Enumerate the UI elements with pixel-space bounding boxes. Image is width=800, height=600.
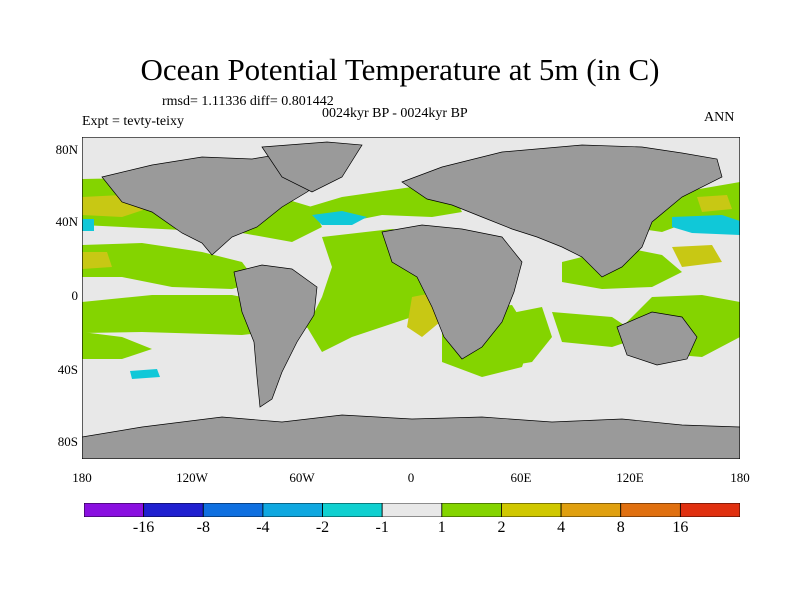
season-label: ANN bbox=[704, 110, 735, 125]
lon-label-60e: 60E bbox=[510, 470, 532, 485]
colorbar-swatch bbox=[84, 503, 145, 517]
colorbar-label: 2 bbox=[497, 519, 506, 536]
colorbar-label: 8 bbox=[616, 519, 625, 536]
lon-label-60w: 60W bbox=[289, 470, 315, 485]
land-greenland bbox=[261, 141, 363, 193]
experiment-label: Expt = tevty-teixy bbox=[82, 114, 184, 129]
stats-text: rmsd= 1.11336 diff= 0.801442 bbox=[162, 94, 334, 109]
land-masses bbox=[82, 141, 740, 459]
colorbar-swatch bbox=[560, 503, 622, 517]
anomaly-neg-1-2 bbox=[82, 211, 740, 379]
land-australia bbox=[616, 311, 698, 366]
plot-title: Ocean Potential Temperature at 5m (in C) bbox=[140, 52, 660, 87]
colorbar-swatch bbox=[381, 503, 443, 517]
colorbar-label: 4 bbox=[557, 519, 566, 536]
colorbar-label: -16 bbox=[132, 519, 155, 536]
world-map bbox=[82, 137, 740, 459]
land-antarctica bbox=[82, 414, 740, 459]
colorbar-label: 1 bbox=[437, 519, 446, 536]
colorbar-swatch bbox=[501, 503, 562, 517]
lat-label-0: 0 bbox=[71, 288, 79, 303]
lon-label-0: 0 bbox=[407, 470, 415, 485]
lon-label-120w: 120W bbox=[176, 470, 208, 485]
colorbar-swatch bbox=[202, 503, 264, 517]
colorbar-label: -1 bbox=[375, 519, 389, 536]
land-south-america bbox=[233, 264, 318, 408]
land-africa bbox=[381, 224, 523, 360]
colorbar-swatch bbox=[441, 503, 502, 517]
colorbar-label: -4 bbox=[256, 519, 270, 536]
land-north-america bbox=[101, 148, 328, 256]
lat-label-40n: 40N bbox=[55, 214, 78, 229]
colorbar-swatch bbox=[262, 503, 323, 517]
lon-label-180w: 180 bbox=[72, 470, 92, 485]
land-eurasia bbox=[401, 144, 723, 278]
colorbar-swatch bbox=[679, 503, 740, 517]
lon-label-180e: 180 bbox=[730, 470, 750, 485]
colorbar-label: -2 bbox=[315, 519, 330, 536]
colorbar-label: 16 bbox=[672, 519, 689, 536]
colorbar-swatch bbox=[322, 503, 383, 517]
colorbar bbox=[84, 503, 740, 517]
lat-label-80s: 80S bbox=[57, 434, 78, 449]
lon-label-120e: 120E bbox=[616, 470, 644, 485]
colorbar-swatch bbox=[620, 503, 681, 517]
colorbar-label: -8 bbox=[196, 519, 210, 536]
lat-label-80n: 80N bbox=[55, 142, 78, 157]
lat-label-40s: 40S bbox=[57, 362, 78, 377]
period-label: 0024kyr BP - 0024kyr BP bbox=[322, 106, 468, 121]
colorbar-swatch bbox=[143, 503, 204, 517]
